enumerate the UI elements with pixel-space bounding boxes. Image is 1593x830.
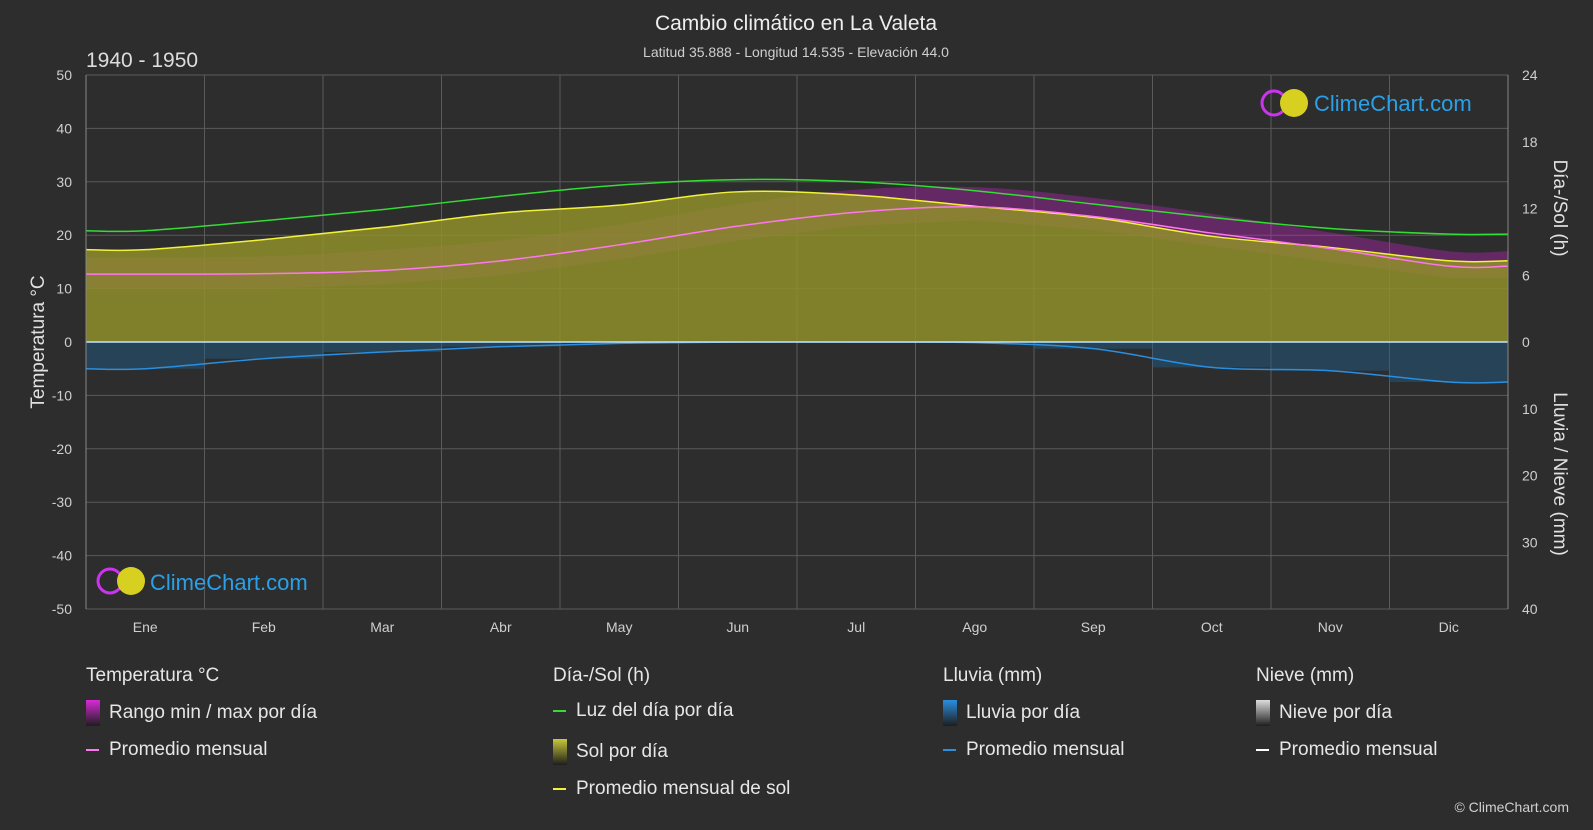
left-tick-label: -10 (52, 387, 72, 403)
legend-swatch (1256, 749, 1269, 751)
legend-item: Sol por día (553, 739, 668, 765)
month-label: Ene (133, 619, 158, 635)
legend-item: Rango min / max por día (86, 700, 317, 726)
left-axis-label: Temperatura °C (28, 275, 49, 408)
logo-bottom: ClimeChart.com (96, 567, 308, 595)
logo-text-top: ClimeChart.com (1314, 91, 1472, 116)
copyright: © ClimeChart.com (1454, 799, 1569, 815)
legend-item: Nieve por día (1256, 700, 1392, 726)
left-tick-label: 30 (56, 174, 72, 190)
legend-heading: Lluvia (mm) (943, 665, 1043, 686)
month-label: May (606, 619, 632, 635)
legend-swatch (943, 749, 956, 751)
period-label: 1940 - 1950 (86, 49, 198, 72)
logo-top: ClimeChart.com (1260, 89, 1472, 117)
legend-swatch (1256, 700, 1270, 726)
legend-label: Luz del día por día (576, 700, 734, 721)
rain-bar (323, 342, 442, 353)
logo-text-bottom: ClimeChart.com (150, 570, 308, 595)
left-tick-label: -20 (52, 441, 72, 457)
legend-item: Lluvia por día (943, 700, 1080, 726)
legend-swatch (86, 700, 100, 726)
right-bottom-tick-label: 30 (1522, 534, 1538, 550)
rain-bar (1271, 342, 1390, 371)
legend-label: Lluvia por día (966, 702, 1081, 723)
chart-title: Cambio climático en La Valeta (655, 12, 937, 35)
legend-item: Luz del día por día (553, 700, 733, 722)
rain-bar (1152, 342, 1271, 368)
right-top-tick-label: 0 (1522, 334, 1530, 350)
left-tick-label: -50 (52, 601, 72, 617)
left-tick-label: 10 (56, 281, 72, 297)
daylight-line (85, 178, 1509, 236)
legend-item: Promedio mensual (86, 739, 267, 761)
rain-bar (86, 342, 205, 369)
right-bottom-tick-label: 40 (1522, 601, 1538, 617)
left-tick-label: 50 (56, 67, 72, 83)
legend-label: Nieve por día (1279, 702, 1393, 723)
chart-subtitle: Latitud 35.888 - Longitud 14.535 - Eleva… (643, 44, 949, 60)
left-tick-label: -30 (52, 494, 72, 510)
right-bottom-tick-label: 20 (1522, 468, 1538, 484)
rain-bar (1389, 342, 1508, 383)
legend-heading: Día-/Sol (h) (553, 665, 651, 686)
month-label: Nov (1318, 619, 1343, 635)
rain-bar (204, 342, 323, 359)
legend-label: Rango min / max por día (109, 702, 318, 723)
rain-bar (1034, 342, 1153, 349)
legend-heading: Temperatura °C (86, 665, 220, 686)
temperature-avg-line (85, 206, 1509, 275)
logo-sun-icon (1280, 89, 1308, 117)
axes: 50 40 30 20 10 0 -10 -20 -30 -40 -50 24 18 12 6 0 10 20 30… (52, 67, 1538, 635)
legend-label: Sol por día (576, 741, 668, 762)
month-label: Feb (252, 619, 276, 635)
legend-swatch (553, 739, 567, 765)
left-tick-label: -40 (52, 548, 72, 564)
month-label: Jun (726, 619, 749, 635)
legend-label: Promedio mensual (1279, 739, 1438, 760)
month-label: Jul (847, 619, 865, 635)
legend-swatch (553, 788, 566, 790)
series-lines (85, 178, 1509, 384)
legend-label: Promedio mensual (966, 739, 1125, 760)
legend-item: Promedio mensual de sol (553, 778, 790, 800)
right-top-tick-label: 12 (1522, 201, 1538, 217)
left-tick-label: 0 (64, 334, 72, 350)
rain-bars (86, 342, 1508, 383)
right-bottom-axis-label: Lluvia / Nieve (mm) (1549, 392, 1570, 556)
legend-swatch (86, 749, 99, 751)
left-tick-label: 20 (56, 227, 72, 243)
month-label: Ago (962, 619, 987, 635)
sunshine-area-fill (86, 191, 1508, 342)
sunshine-area (86, 191, 1508, 342)
month-label: Abr (490, 619, 512, 635)
right-top-tick-label: 6 (1522, 267, 1530, 283)
right-top-axis-label: Día-/Sol (h) (1549, 159, 1570, 256)
month-label: Dic (1439, 619, 1459, 635)
right-top-tick-label: 18 (1522, 134, 1538, 150)
legend-item: Promedio mensual (1256, 739, 1437, 761)
legend-swatch (553, 710, 566, 712)
legend-item: Promedio mensual (943, 739, 1124, 761)
month-label: Sep (1081, 619, 1106, 635)
month-label: Oct (1201, 619, 1223, 635)
right-bottom-tick-label: 10 (1522, 401, 1538, 417)
left-tick-label: 40 (56, 120, 72, 136)
rain-bar (441, 342, 560, 347)
logo-sun-icon (117, 567, 145, 595)
legend-heading: Nieve (mm) (1256, 665, 1355, 686)
legend-swatch (943, 700, 957, 726)
month-label: Mar (370, 619, 394, 635)
right-top-tick-label: 24 (1522, 67, 1538, 83)
legend-label: Promedio mensual de sol (576, 778, 791, 799)
legend-label: Promedio mensual (109, 739, 268, 760)
